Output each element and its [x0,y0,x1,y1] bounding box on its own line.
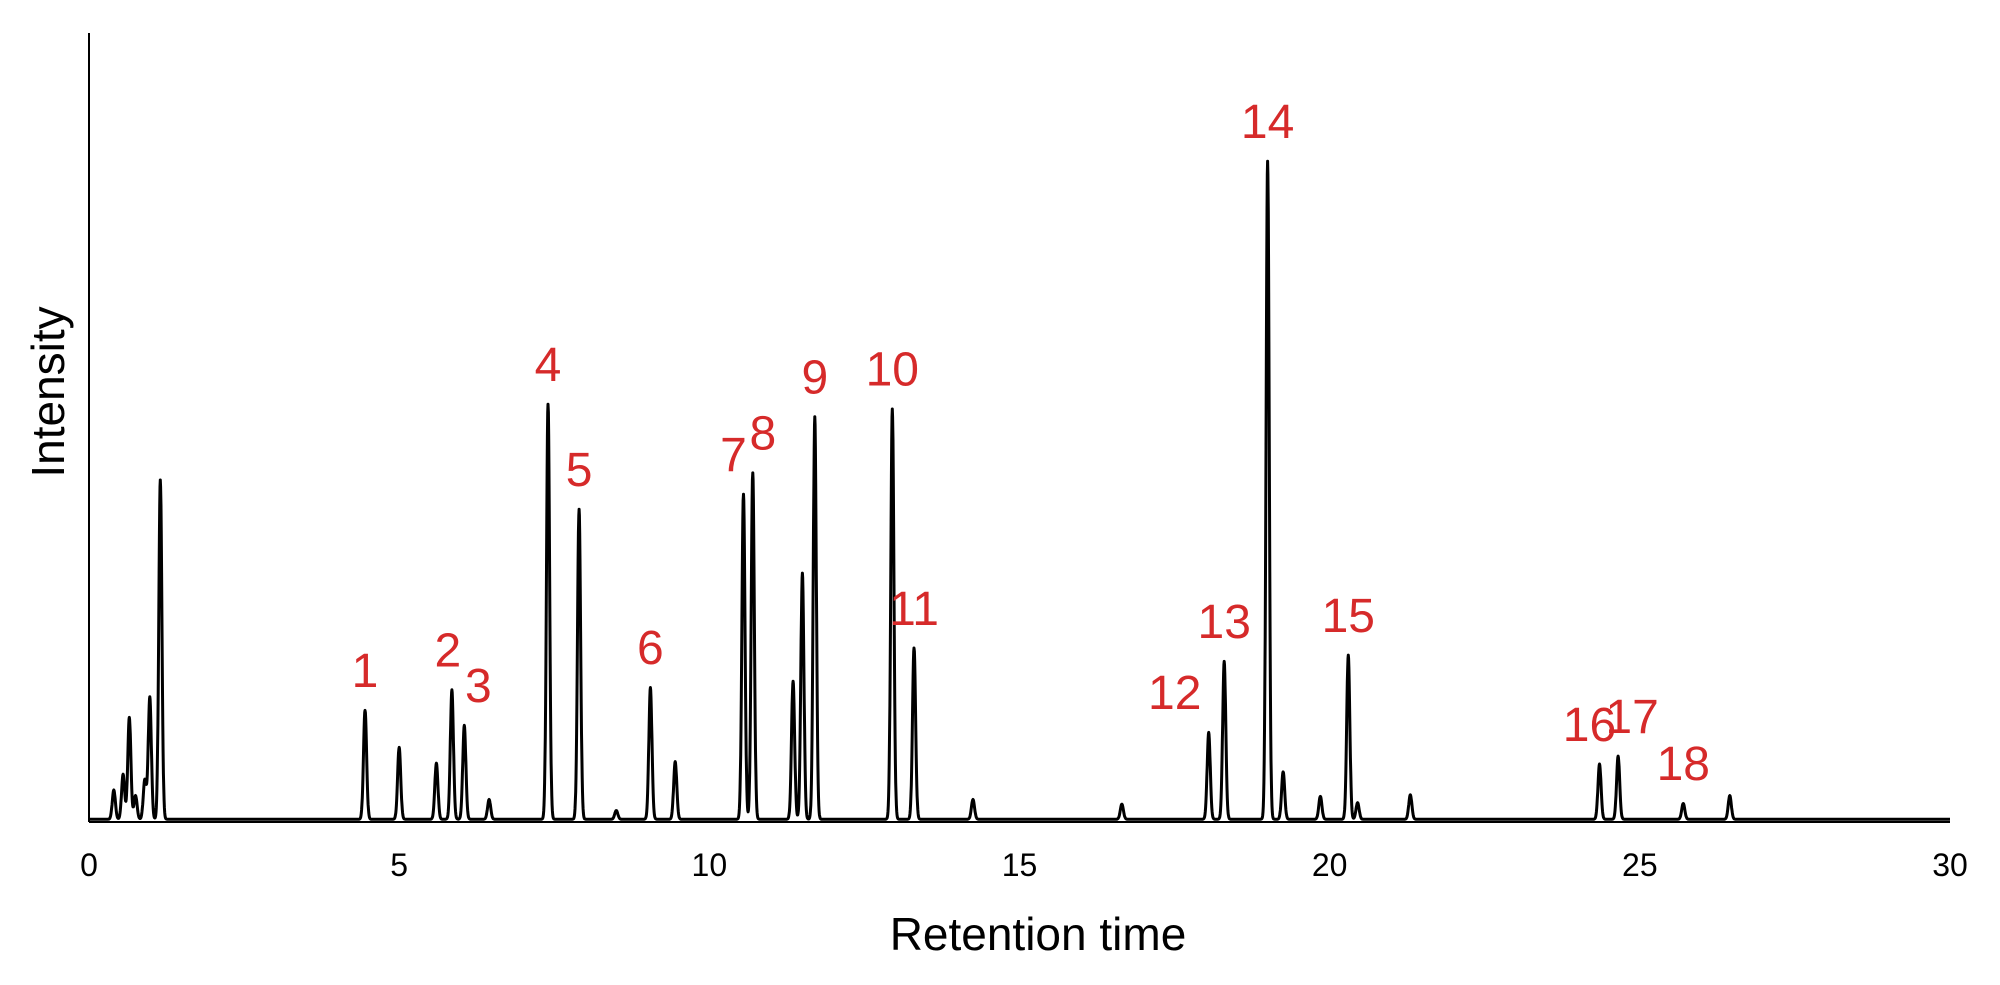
peak-label-5: 5 [566,444,593,497]
x-tick-label: 15 [1002,847,1038,883]
peak-label-8: 8 [749,408,776,461]
x-tick-label: 30 [1932,847,1968,883]
peak-label-3: 3 [465,660,492,713]
peak-label-15: 15 [1322,590,1375,643]
peak-label-2: 2 [435,625,462,678]
peak-label-13: 13 [1198,596,1251,649]
x-tick-label: 5 [390,847,408,883]
axes [88,33,1950,823]
peak-label-11: 11 [889,583,939,636]
x-axis-title: Retention time [890,908,1187,960]
x-tick-label: 25 [1622,847,1658,883]
chromatogram-trace [87,159,1952,821]
peak-label-18: 18 [1657,738,1710,791]
x-tick-labels: 0 5 10 15 20 25 30 [80,847,1968,883]
y-axis-title: Intensity [22,306,74,477]
peak-label-10: 10 [866,344,919,397]
peak-label-9: 9 [801,352,828,405]
x-tick-label: 20 [1312,847,1348,883]
peak-label-17: 17 [1605,691,1658,744]
x-tick-label: 0 [80,847,98,883]
peak-label-6: 6 [637,622,664,675]
peak-label-16: 16 [1563,699,1616,752]
peak-label-4: 4 [535,339,562,392]
peak-label-1: 1 [352,645,379,698]
x-tick-label: 10 [692,847,728,883]
peak-label-14: 14 [1241,96,1294,149]
peak-label-12: 12 [1148,667,1201,720]
peak-label-7: 7 [720,429,747,482]
